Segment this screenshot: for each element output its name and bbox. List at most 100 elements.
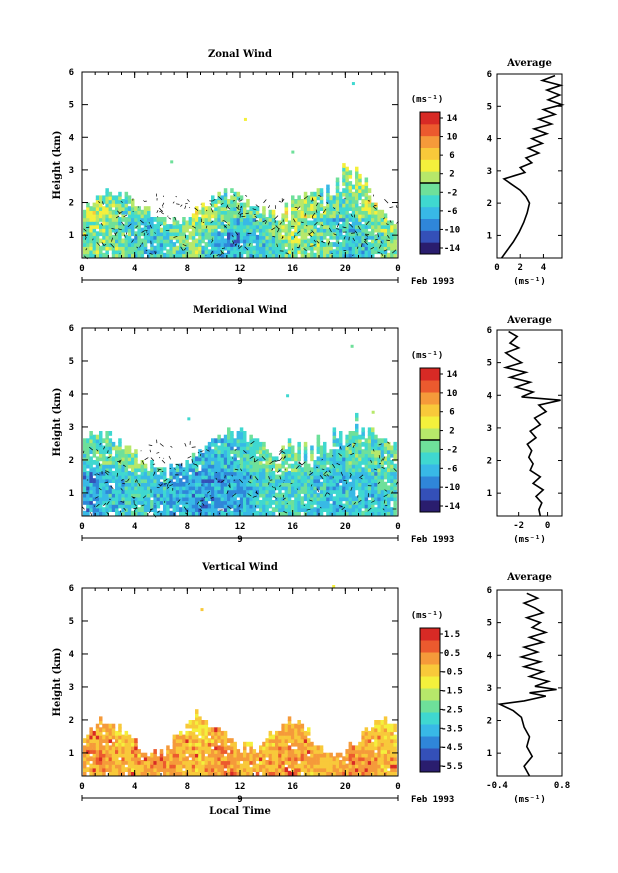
heatmap-cell xyxy=(239,463,244,469)
heatmap-cell xyxy=(313,760,317,765)
heatmap-cell xyxy=(310,238,314,244)
heatmap-cell xyxy=(383,500,388,505)
heatmap-cell xyxy=(204,749,209,754)
heatmap-cell xyxy=(393,441,397,447)
heatmap-cell xyxy=(361,245,365,251)
heatmap-cell xyxy=(198,738,202,743)
heatmap-cell xyxy=(99,252,103,258)
heatmap-cell xyxy=(243,741,247,747)
heatmap-cell xyxy=(249,749,253,754)
heatmap-cell xyxy=(342,242,346,247)
heatmap-cell xyxy=(262,449,266,454)
heatmap-cell xyxy=(99,720,103,725)
heatmap-cell xyxy=(195,727,199,733)
heatmap-cell xyxy=(105,507,109,512)
heatmap-cell xyxy=(191,220,196,226)
heatmap-cell xyxy=(236,245,241,251)
heatmap-cell xyxy=(383,507,388,512)
heatmap-cell xyxy=(355,184,359,190)
heatmap-cell xyxy=(150,485,154,491)
heatmap-cell xyxy=(121,478,125,483)
heatmap-cell xyxy=(265,507,269,512)
heatmap-cell xyxy=(364,730,369,736)
heatmap-cell xyxy=(195,507,199,512)
heatmap-cell xyxy=(111,734,116,740)
heatmap-cell xyxy=(217,745,221,751)
heatmap-cell xyxy=(204,727,209,733)
heatmap-cell xyxy=(361,224,365,229)
heatmap-cell xyxy=(102,760,106,765)
heatmap-cell xyxy=(127,741,132,747)
heatmap-cell xyxy=(291,730,295,736)
heatmap-cell xyxy=(262,220,266,226)
heatmap-cell xyxy=(243,478,247,483)
colorbar-frame xyxy=(419,627,441,773)
heatmap-cell xyxy=(345,181,349,186)
heatmap-cell xyxy=(147,770,151,776)
heatmap-cell xyxy=(131,492,135,498)
colorbar-tick-label: -14 xyxy=(444,244,461,254)
heatmap-cell xyxy=(236,470,241,476)
heatmap-cell xyxy=(303,492,308,498)
heatmap-cell xyxy=(239,767,244,772)
heatmap-cell xyxy=(102,456,106,462)
heatmap-cell xyxy=(281,752,285,758)
heatmap-cell xyxy=(108,213,113,219)
heatmap-cell xyxy=(217,209,221,215)
heatmap-cell xyxy=(163,227,167,233)
heatmap-cell xyxy=(201,763,205,769)
heatmap-cell xyxy=(393,503,397,509)
colorbar-tick-label: 10 xyxy=(447,133,458,143)
heatmap-cell xyxy=(310,213,314,219)
heatmap-cell xyxy=(220,500,225,505)
contour-line xyxy=(82,439,399,518)
heatmap-cell xyxy=(227,199,231,204)
heatmap-cell xyxy=(89,489,93,494)
heatmap-cell xyxy=(374,738,378,743)
heatmap-cell xyxy=(393,234,397,240)
heatmap-cell xyxy=(99,478,103,483)
heatmap-cell xyxy=(124,470,129,476)
heatmap-cell xyxy=(377,438,381,444)
heatmap-cell xyxy=(185,249,189,255)
heatmap-cell xyxy=(172,496,177,502)
heatmap-cell xyxy=(323,478,327,483)
heatmap-cell xyxy=(147,470,151,476)
heatmap-cell xyxy=(169,249,173,255)
heatmap-cell xyxy=(108,445,113,451)
heatmap-cell xyxy=(121,199,125,204)
heatmap-cell xyxy=(323,252,327,258)
heatmap-cell xyxy=(108,452,113,458)
heatmap-cell xyxy=(291,456,295,462)
heatmap-cell xyxy=(300,489,305,494)
heatmap-cell xyxy=(233,481,237,487)
heatmap-cell xyxy=(345,452,349,458)
heatmap-cell xyxy=(121,474,125,480)
heatmap-cell xyxy=(127,449,132,454)
heatmap-cell xyxy=(95,767,100,772)
heatmap-cell xyxy=(198,249,202,255)
heatmap-cell xyxy=(377,481,381,487)
heatmap-cell xyxy=(281,217,285,222)
heatmap-cell xyxy=(374,727,378,733)
heatmap-cell xyxy=(214,510,218,516)
heatmap-cell xyxy=(131,217,135,222)
heatmap-cell xyxy=(291,209,295,215)
heatmap-cell xyxy=(220,738,225,743)
heatmap-cell xyxy=(102,510,106,516)
heatmap-cell xyxy=(319,445,324,451)
heatmap-cell xyxy=(147,760,151,765)
average-y-tick-label: 1 xyxy=(487,489,492,499)
heatmap-cell xyxy=(166,242,170,247)
heatmap-cell xyxy=(355,485,359,491)
heatmap-cell xyxy=(326,199,330,204)
heatmap-cell xyxy=(332,452,337,458)
heatmap-cell xyxy=(182,760,186,765)
heatmap-cell xyxy=(99,431,103,436)
heatmap-cell xyxy=(387,474,391,480)
heatmap-cell xyxy=(83,217,87,222)
heatmap-cell xyxy=(361,252,365,258)
heatmap-cell xyxy=(239,478,244,483)
heatmap-cell xyxy=(345,510,349,516)
heatmap-cell xyxy=(335,220,340,226)
